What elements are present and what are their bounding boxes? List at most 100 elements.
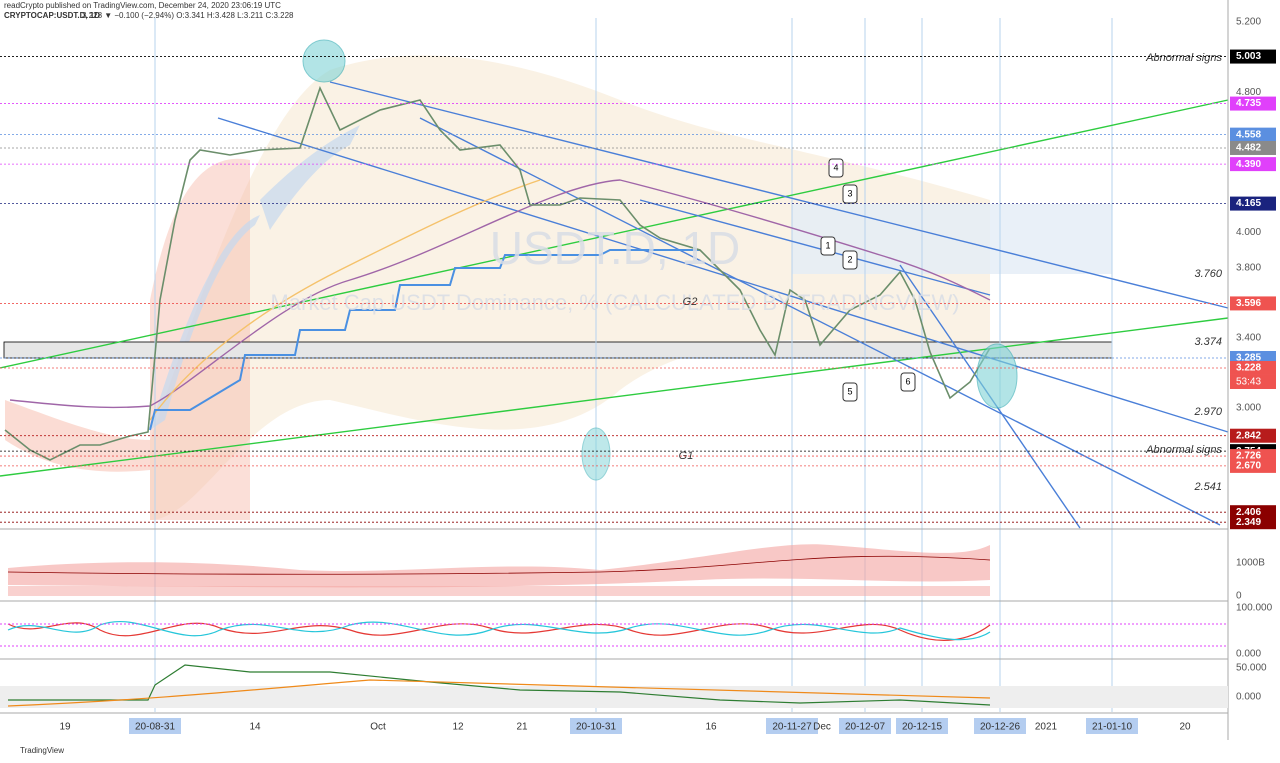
price-label: 2.726 [1236,451,1261,462]
callout-box [900,372,916,392]
time-label: Oct [370,722,386,733]
pane-tick-label: 0.000 [1236,692,1261,703]
time-label-box [896,718,948,734]
price-label-box [1230,157,1276,172]
price-label: 5.003 [1236,51,1261,62]
time-label: 20-12-26 [980,722,1020,733]
time-label-box [129,718,181,734]
volume-average [7,555,991,575]
annotation: 2.970 [1193,406,1222,418]
price-label-box [1230,296,1276,311]
price-label: 2.842 [1236,430,1261,441]
price-label-box [1230,428,1276,443]
price-label-box [1230,196,1276,211]
header-publisher: readCrypto published on TradingView.com,… [4,1,281,10]
price-tick-label: 3.800 [1236,262,1261,273]
annotation: G1 [679,450,694,462]
price-label-box [1230,49,1276,64]
callout-box [842,184,858,204]
annotation: 2.541 [1193,481,1222,493]
time-axis: 19 20-08-31 14 Oct 12 21 20-10-31 16 20-11-27 Dec… [59,718,1191,734]
time-label: 14 [249,722,261,733]
annotation: 3.374 [1194,336,1222,348]
callout-label: 1 [825,240,830,250]
time-label: 2021 [1035,722,1058,733]
time-label: 21 [516,722,528,733]
time-label: 19 [59,722,71,733]
time-label: 20-08-31 [135,722,175,733]
callout-box [842,382,858,402]
price-tick-label: 5.200 [1236,17,1261,28]
price-label: 2.349 [1236,517,1261,528]
price-label-box [1230,515,1276,530]
price-label: 4.735 [1236,98,1261,109]
cloud-band [150,55,990,521]
time-label: 20-10-31 [576,722,616,733]
pane-tick-label: 50.000 [1236,663,1267,674]
callout-label: 6 [905,376,910,386]
callout-label: 2 [847,254,852,264]
time-label-box [974,718,1026,734]
price-label-box [1230,458,1276,473]
callout-label: 5 [847,386,852,396]
price-label-box [1230,96,1276,111]
time-label-box [1086,718,1138,734]
watermark-description: Market Cap USDT Dominance, % (CALCULATED… [270,290,959,315]
price-axis: 5.200 4.800 4.000 3.800 3.400 3.000 5.003 4.735… [1230,17,1276,703]
header-symbol: CRYPTOCAP:USDT.D, 1D [4,11,100,20]
price-label-box [1230,360,1276,375]
price-label: 4.482 [1236,143,1261,154]
highlight-circle [976,343,1018,409]
highlight-circle [302,39,346,83]
price-tick-label: 4.000 [1236,227,1261,238]
footer-brand: TradingView [20,746,64,755]
pane-tick-label: 0.000 [1236,649,1261,660]
time-label-box [570,718,622,734]
callout-label: 4 [833,162,838,172]
callout-box [820,236,836,256]
blue-band [150,215,260,430]
callout-label: 3 [847,188,852,198]
price-line [4,85,991,461]
pane-tick-label: 100.000 [1236,603,1273,614]
callouts: 1 2 3 4 5 6 [820,158,916,402]
time-label: 20-12-07 [845,722,885,733]
price-label: 2.670 [1236,461,1261,472]
annotation: Abnormal signs [1145,444,1222,456]
price-label: 3.285 [1236,353,1261,364]
annotation: G2 [683,296,698,308]
price-label: 4.165 [1236,198,1261,209]
oscillator-line [7,622,991,641]
trend-zone [0,686,1228,708]
annotation: 3.760 [1194,268,1222,280]
oscillator-line [7,620,991,641]
price-label: 3.228 [1236,363,1261,374]
pane-tick-label: 0 [1236,591,1242,602]
price-label-box [1230,127,1276,142]
time-label-box [766,718,818,734]
volume-bars [8,586,990,596]
trend-line [7,679,991,707]
time-label: 21-01-10 [1092,722,1132,733]
highlight-circle [581,427,611,481]
time-label: 20-11-27 [772,722,812,733]
countdown: 53:43 [1236,377,1261,388]
time-label-box [839,718,891,734]
annotation: Abnormal signs [1145,52,1222,64]
price-label: 2.406 [1236,507,1261,518]
price-tick-label: 3.400 [1236,332,1261,343]
time-label: 16 [705,722,717,733]
countdown-box [1230,374,1276,389]
price-label: 4.390 [1236,159,1261,170]
watermark-symbol: USDT.D, 1D [490,222,740,274]
time-label: 20-12-15 [902,722,942,733]
pane-tick-label: 1000B [1236,558,1265,569]
price-tick-label: 3.000 [1236,403,1261,414]
time-label: 20 [1179,722,1191,733]
price-label: 4.558 [1236,129,1261,140]
price-label: 3.596 [1236,298,1261,309]
price-tick-label: 4.800 [1236,87,1261,98]
header-quote: 3.228 ▼ −0.100 (−2.94%) O:3.341 H:3.428 … [82,11,294,20]
volume-band [8,544,990,588]
